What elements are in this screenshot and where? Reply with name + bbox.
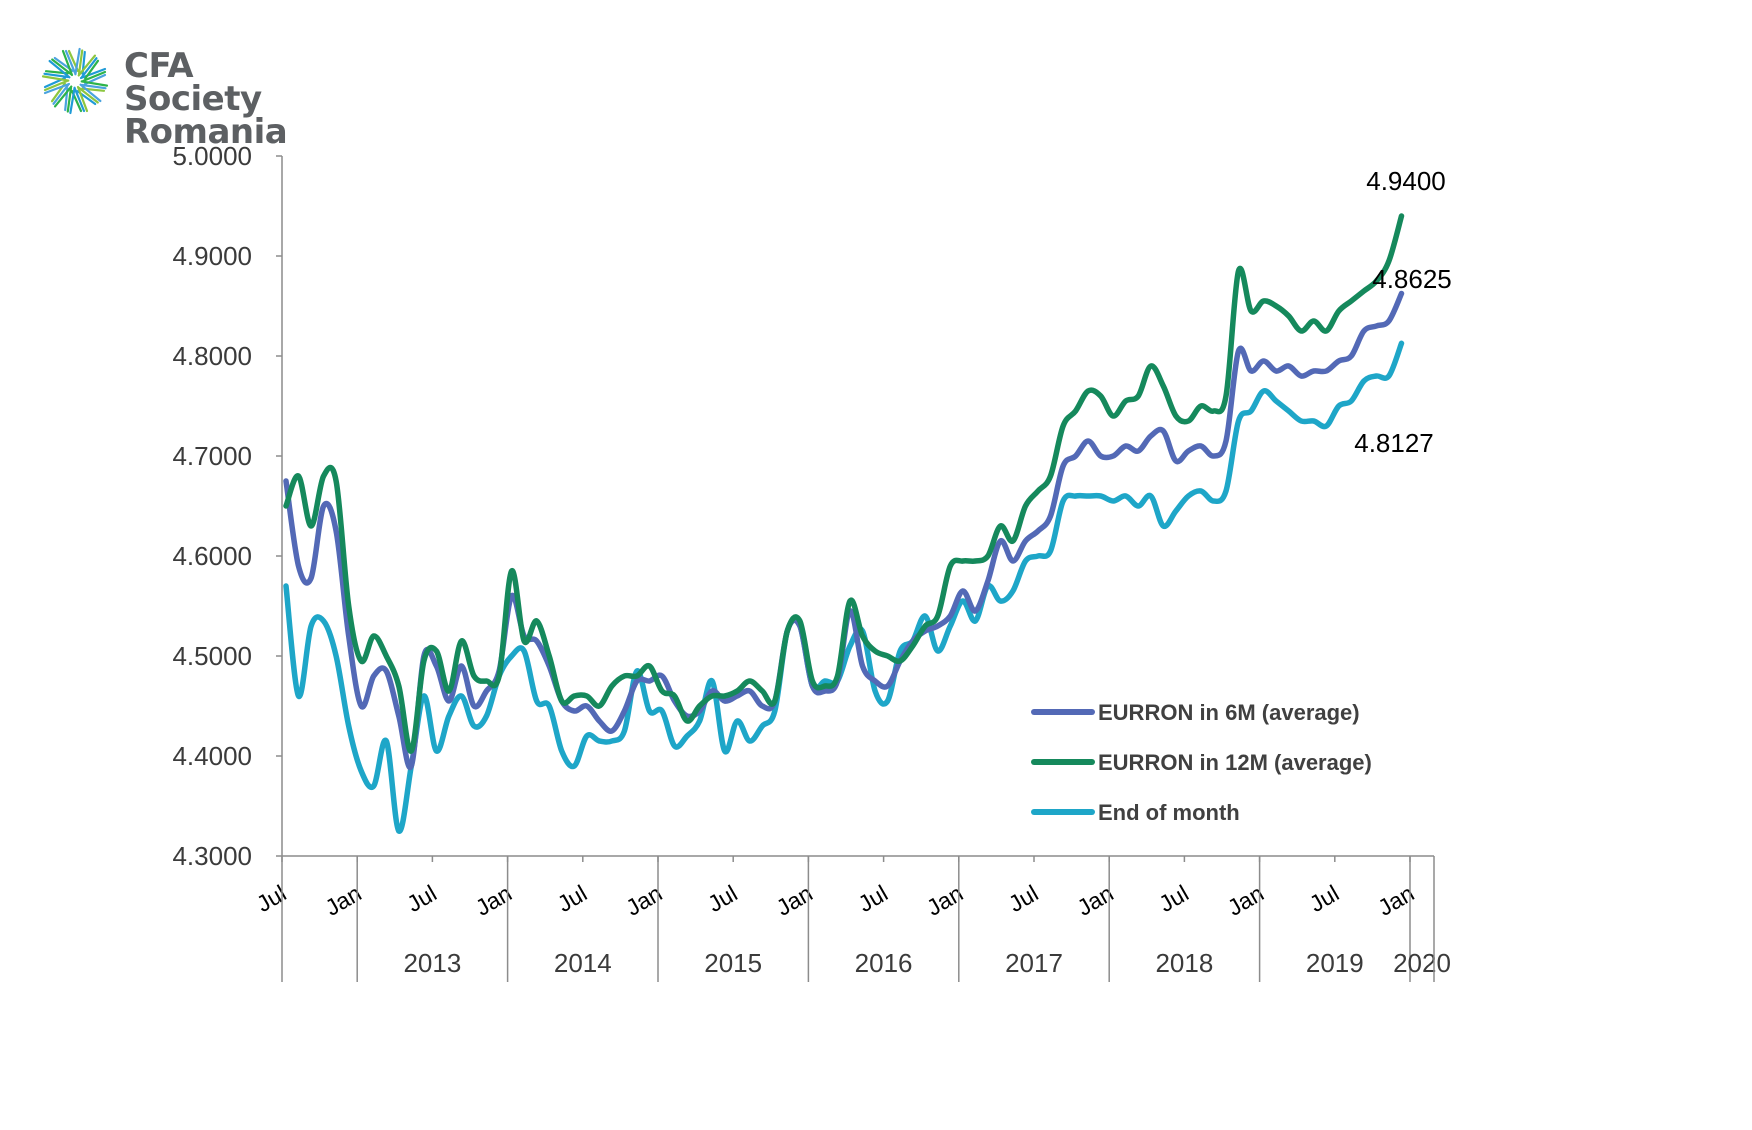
x-month-label: Jan	[1073, 880, 1118, 921]
logo-stroke	[64, 49, 77, 75]
logo-stroke	[74, 47, 81, 76]
logo-stroke	[84, 59, 100, 80]
x-month-label: Jan	[1223, 880, 1268, 921]
legend-label: EURRON in 6M (average)	[1098, 700, 1360, 725]
cfa-society-romania-logo: CFA Society Romania	[40, 40, 300, 149]
logo-text: CFA Society Romania	[124, 46, 300, 152]
logo-stroke	[43, 72, 70, 79]
end-value-label: 4.9400	[1366, 166, 1446, 196]
x-month-label: Jan	[621, 880, 666, 921]
end-value-label: 4.8625	[1372, 264, 1452, 294]
logo-stroke	[79, 83, 102, 103]
x-month-label: Jan	[471, 880, 516, 921]
x-month-label: Jul	[1305, 880, 1343, 917]
y-axis-ticks: 4.3000 4.4000 4.5000 4.6000 4.7000 4.8000 4.90…	[172, 141, 282, 871]
x-axis-ticks: Jul Jan Jul Jan Jul Jan Jul Jan Jul Jan Jul Jan Jul J…	[252, 856, 1451, 982]
x-month-label: Jan	[1373, 880, 1418, 921]
x-month-label: Jan	[321, 880, 366, 921]
logo-stroke	[81, 70, 107, 83]
series-line-1	[283, 213, 1405, 754]
x-year-label: 2015	[704, 948, 762, 978]
x-month-label: Jul	[703, 880, 741, 917]
y-tick-label: 4.7000	[172, 441, 252, 471]
logo-stroke	[76, 85, 89, 113]
logo-stroke	[51, 58, 73, 76]
logo-stroke	[77, 49, 84, 76]
logo-stroke	[48, 59, 71, 79]
x-year-label: 2019	[1306, 948, 1364, 978]
x-month-label: Jul	[252, 880, 290, 917]
y-tick-label: 4.6000	[172, 541, 252, 571]
cfa-logo-icon	[41, 47, 109, 115]
logo-stroke	[80, 83, 107, 90]
x-month-label: Jul	[402, 880, 440, 917]
logo-stroke	[43, 79, 69, 92]
y-tick-label: 4.9000	[172, 241, 252, 271]
logo-stroke	[41, 75, 70, 82]
chart-axes	[281, 156, 1434, 857]
x-month-label: Jan	[922, 880, 967, 921]
y-tick-label: 4.4000	[172, 741, 252, 771]
logo-stroke	[53, 85, 73, 108]
logo-line-1: CFA Society	[124, 46, 262, 119]
logo-stroke	[73, 87, 86, 113]
x-month-label: Jul	[553, 880, 591, 917]
logo-stroke	[80, 80, 109, 87]
logo-line-2: Romania	[124, 112, 288, 152]
legend-label: EURRON in 12M (average)	[1098, 750, 1372, 775]
x-year-label: 2020	[1393, 948, 1451, 978]
logo-stroke	[66, 86, 73, 113]
x-year-label: 2016	[855, 948, 913, 978]
y-tick-label: 5.0000	[172, 141, 252, 171]
x-month-label: Jul	[854, 880, 892, 917]
x-year-label: 2014	[554, 948, 612, 978]
logo-stroke	[77, 86, 99, 104]
x-month-label: Jul	[1154, 880, 1192, 917]
x-year-label: 2018	[1155, 948, 1213, 978]
chart-annotations: 4.9400 4.8625 4.8127	[1354, 166, 1452, 458]
x-year-label: 2013	[403, 948, 461, 978]
end-value-label: 4.8127	[1354, 428, 1434, 458]
y-tick-label: 4.8000	[172, 341, 252, 371]
logo-stroke	[61, 49, 74, 77]
logo-stroke	[52, 83, 70, 105]
logo-stroke	[77, 54, 97, 77]
x-year-label: 2017	[1005, 948, 1063, 978]
legend-label: End of month	[1098, 800, 1240, 825]
logo-stroke	[69, 86, 76, 115]
logo-stroke	[79, 67, 107, 80]
logo-stroke	[80, 57, 98, 79]
series-line-0	[283, 290, 1405, 771]
chart-series-lines	[283, 213, 1405, 834]
y-tick-label: 4.3000	[172, 841, 252, 871]
y-tick-label: 4.5000	[172, 641, 252, 671]
x-month-label: Jul	[1004, 880, 1042, 917]
x-month-label: Jan	[772, 880, 817, 921]
logo-petal	[77, 54, 100, 80]
chart-legend: EURRON in 6M (average) EURRON in 12M (ave…	[1031, 700, 1372, 825]
logo-stroke	[43, 82, 71, 95]
